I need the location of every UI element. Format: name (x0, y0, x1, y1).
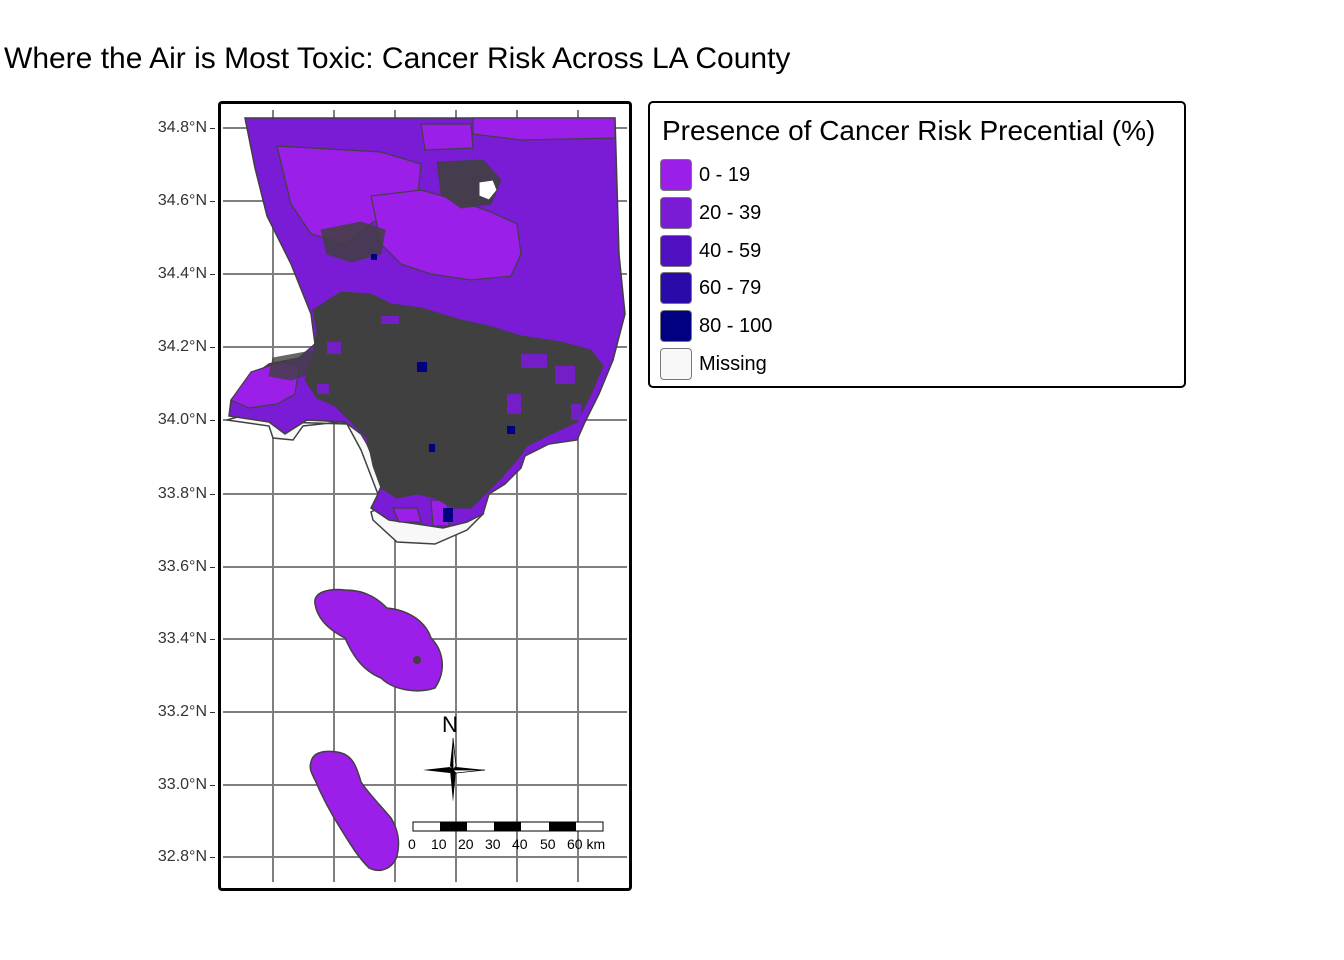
scale-label: 60 km (567, 836, 606, 852)
map-panel (218, 101, 632, 891)
y-tick-label: 34.2°N (157, 338, 207, 355)
map-title: Where the Air is Most Toxic: Cancer Risk… (4, 42, 791, 75)
y-axis: 34.8°N 34.6°N 34.4°N 34.2°N 34.0°N 33.8°… (0, 0, 215, 960)
compass-icon (423, 737, 486, 802)
y-tick-mark (210, 274, 215, 275)
y-tick-mark (210, 201, 215, 202)
scale-label: 10 (431, 836, 447, 852)
urban-variation (317, 316, 581, 420)
y-tick-label: 32.8°N (157, 848, 207, 865)
y-tick-mark (210, 712, 215, 713)
legend-swatch (660, 159, 692, 191)
y-tick-label: 34.0°N (157, 411, 207, 428)
legend-label: Missing (699, 353, 767, 375)
scale-label: 30 (485, 836, 501, 852)
y-tick-label: 33.4°N (157, 630, 207, 647)
scale-label: 50 (540, 836, 556, 852)
y-tick-mark (210, 347, 215, 348)
y-tick-mark (210, 567, 215, 568)
legend: Presence of Cancer Risk Precential (%) 0… (648, 101, 1186, 388)
y-tick-mark (210, 494, 215, 495)
y-tick-label: 34.8°N (157, 119, 207, 136)
scale-label: 0 (408, 836, 416, 852)
y-tick-label: 33.0°N (157, 776, 207, 793)
y-tick-label: 34.4°N (157, 265, 207, 282)
legend-label: 20 - 39 (699, 202, 762, 224)
y-tick-label: 33.6°N (157, 558, 207, 575)
legend-swatch (660, 197, 692, 229)
legend-swatch (660, 235, 692, 267)
y-tick-mark (210, 420, 215, 421)
y-tick-label: 34.6°N (157, 192, 207, 209)
legend-title: Presence of Cancer Risk Precential (%) (662, 115, 1156, 146)
scale-label: 20 (458, 836, 474, 852)
y-tick-mark (210, 639, 215, 640)
y-tick-mark (210, 128, 215, 129)
catalina-island (314, 588, 443, 692)
legend-label: 80 - 100 (699, 315, 773, 337)
scale-bar: 0 10 20 30 40 50 60 km (404, 818, 624, 858)
legend-label: 40 - 59 (699, 240, 762, 262)
high-risk-tracts (371, 254, 515, 522)
legend-swatch (660, 348, 692, 380)
y-tick-mark (210, 785, 215, 786)
legend-swatch (660, 310, 692, 342)
y-tick-label: 33.8°N (157, 485, 207, 502)
legend-label: 0 - 19 (699, 164, 751, 186)
y-tick-label: 33.2°N (157, 703, 207, 720)
y-tick-mark (210, 857, 215, 858)
scale-label: 40 (512, 836, 528, 852)
legend-swatch (660, 272, 692, 304)
map-canvas (223, 110, 627, 882)
urban-tracts (268, 159, 604, 509)
north-label: N (442, 712, 458, 737)
missing-hole (478, 179, 498, 201)
scale-bar-graphic (412, 821, 604, 832)
north-arrow: N (418, 712, 488, 804)
catalina-tract (413, 656, 421, 664)
san-clemente-island (309, 750, 400, 872)
legend-label: 60 - 79 (699, 277, 762, 299)
